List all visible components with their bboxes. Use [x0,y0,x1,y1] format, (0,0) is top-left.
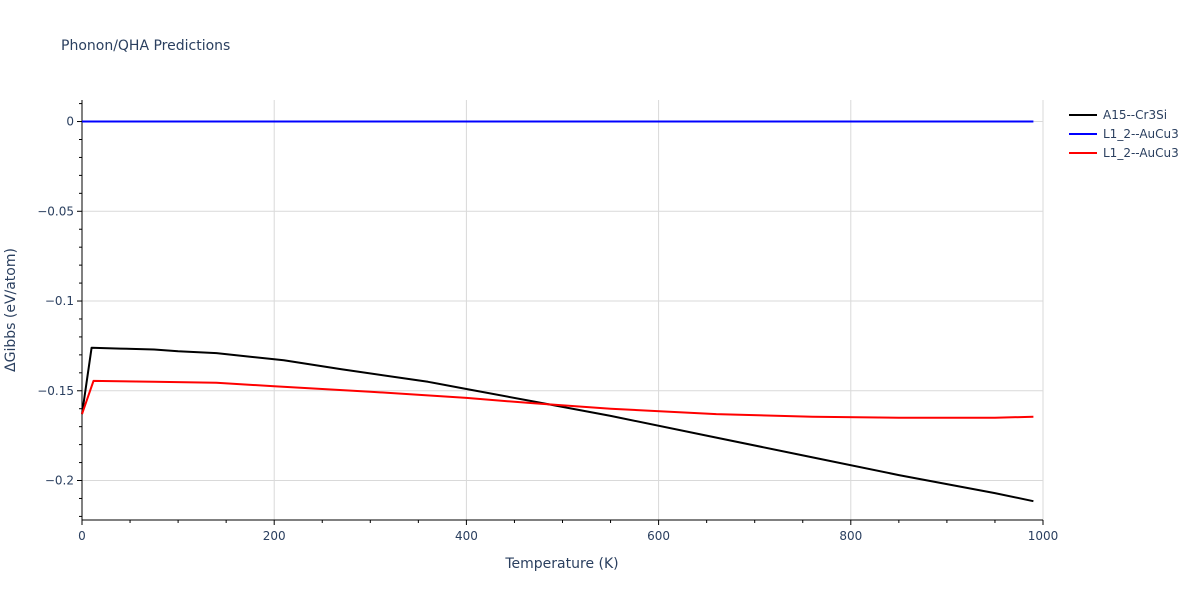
x-tick-label: 400 [455,529,478,543]
grid [82,100,1044,520]
legend-label: A15--Cr3Si [1103,108,1167,122]
series-line [81,379,1034,419]
x-tick-label: 600 [647,529,670,543]
tick-labels: 0 200 400 600 800 1000 0 −0.05 −0.1 −0.15 −0.2 [37,115,1058,543]
y-tick-label: −0.05 [37,204,74,218]
legend-label: L1_2--AuCu3 [1103,127,1179,141]
y-tick-label: −0.1 [45,294,74,308]
y-tick-label: −0.15 [37,384,74,398]
y-axis-title: ΔGibbs (eV/atom) [3,248,19,372]
axes [77,100,1044,525]
y-tick-label: 0 [66,115,74,129]
x-tick-label: 1000 [1028,529,1059,543]
x-tick-label: 800 [839,529,862,543]
series-line [81,346,1034,503]
legend[interactable]: A15--Cr3Si L1_2--AuCu3 L1_2--AuCu3 [1069,108,1179,160]
x-axis-title: Temperature (K) [504,556,618,572]
legend-label: L1_2--AuCu3 [1103,146,1179,160]
x-tick-label: 200 [263,529,286,543]
chart-title: Phonon/QHA Predictions [61,38,230,54]
x-tick-label: 0 [78,529,86,543]
y-tick-label: −0.2 [45,474,74,488]
series-group [81,120,1034,503]
